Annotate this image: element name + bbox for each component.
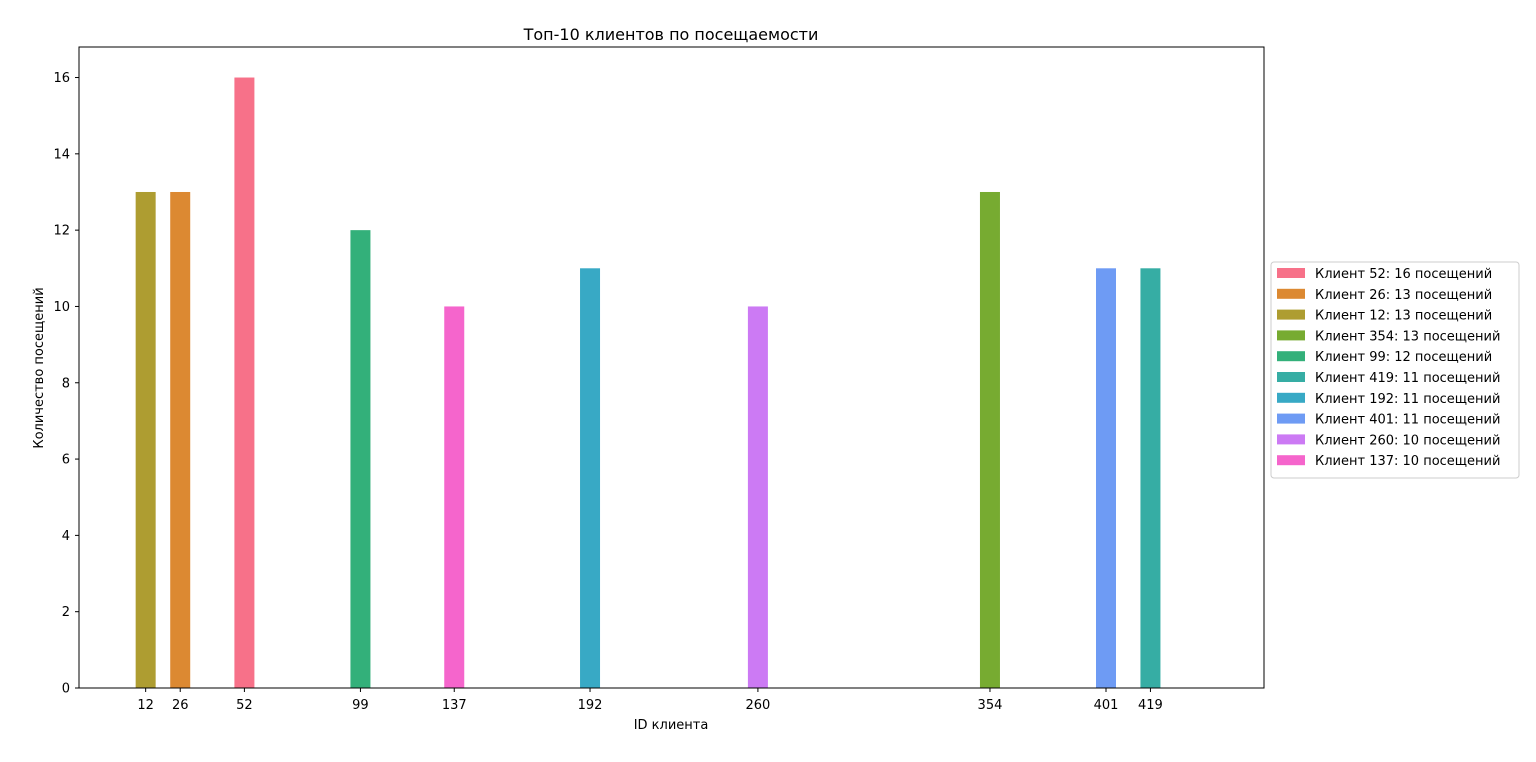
legend-swatch: [1277, 392, 1305, 403]
bar-client-99: [350, 230, 371, 688]
legend-swatch: [1277, 330, 1305, 341]
axes-frame: [78, 46, 1265, 689]
legend: Клиент 52: 16 посещений Клиент 26: 13 пос…: [1270, 261, 1520, 479]
legend-swatch: [1277, 434, 1305, 445]
legend-swatch: [1277, 351, 1305, 362]
x-tick-label: 354: [978, 698, 1003, 713]
plot-area: 0 2 4 6 8 10 12 14 16 12 26 52 99 137 192 260 354 401 419: [53, 46, 1265, 713]
y-axis-label: Количество посещений: [32, 287, 47, 448]
x-tick-label: 12: [137, 698, 154, 713]
bar-client-52: [234, 77, 255, 689]
y-tick-label: 14: [53, 147, 70, 162]
legend-swatch: [1277, 455, 1305, 466]
x-tick-label: 260: [745, 698, 770, 713]
chart-title: Топ-10 клиентов по посещаемости: [523, 25, 819, 44]
legend-swatch: [1277, 413, 1305, 424]
legend-label: Клиент 260: 10 посещений: [1315, 433, 1500, 448]
bar-client-419: [1140, 268, 1161, 688]
legend-swatch: [1277, 309, 1305, 320]
y-tick-label: 6: [62, 453, 70, 468]
x-tick-label: 52: [236, 698, 253, 713]
bar-client-12: [135, 191, 156, 688]
legend-box: [1270, 261, 1520, 479]
legend-label: Клиент 26: 13 посещений: [1315, 288, 1492, 303]
legend-label: Клиент 192: 11 посещений: [1315, 392, 1500, 407]
bar-client-354: [979, 191, 1000, 688]
y-tick-label: 0: [62, 682, 70, 697]
bar-client-260: [747, 306, 768, 688]
y-tick-label: 12: [53, 224, 70, 239]
bar-client-26: [170, 191, 191, 688]
legend-label: Клиент 52: 16 посещений: [1315, 267, 1492, 282]
bar-client-192: [580, 268, 601, 688]
legend-label: Клиент 401: 11 посещений: [1315, 413, 1500, 428]
y-tick-label: 8: [62, 376, 70, 391]
y-tick-label: 2: [62, 605, 70, 620]
x-tick-label: 26: [172, 698, 189, 713]
bar-client-137: [444, 306, 465, 688]
legend-swatch: [1277, 288, 1305, 299]
x-tick-label: 137: [442, 698, 467, 713]
legend-label: Клиент 354: 13 посещений: [1315, 329, 1500, 344]
legend-swatch: [1277, 372, 1305, 382]
y-tick-label: 10: [53, 300, 70, 315]
legend-label: Клиент 99: 12 посещений: [1315, 350, 1492, 365]
x-axis-label: ID клиента: [634, 718, 709, 733]
y-tick-label: 4: [62, 529, 70, 544]
bar-client-401: [1096, 268, 1116, 688]
x-tick-label: 99: [352, 698, 369, 713]
legend-label: Клиент 12: 13 посещений: [1315, 309, 1492, 324]
x-tick-label: 401: [1094, 698, 1119, 713]
x-tick-label: 419: [1138, 698, 1163, 713]
legend-swatch: [1277, 268, 1305, 278]
legend-label: Клиент 137: 10 посещений: [1315, 454, 1500, 469]
x-tick-label: 192: [578, 698, 603, 713]
y-tick-label: 16: [53, 71, 70, 86]
legend-label: Клиент 419: 11 посещений: [1315, 371, 1500, 386]
